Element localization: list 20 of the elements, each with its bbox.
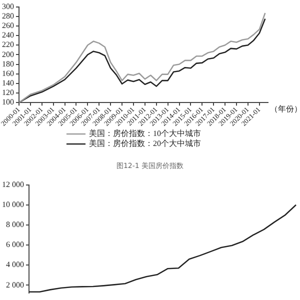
y-tick-label: 10 000 xyxy=(2,200,24,209)
y-tick-label: 220 xyxy=(2,40,14,50)
y-tick-label: 260 xyxy=(2,21,14,30)
y-tick-label: 240 xyxy=(2,30,14,40)
y-tick-label: 300 xyxy=(2,2,14,11)
y-tick-label: 100 xyxy=(2,98,14,107)
y-tick-label: 180 xyxy=(2,59,14,68)
legend-label: 美国：房价指数：10个大中城市 xyxy=(89,129,201,138)
y-tick-label: 160 xyxy=(2,68,14,78)
y-tick-label: 120 xyxy=(2,88,14,98)
y-tick-label: 4 000 xyxy=(6,260,24,270)
x-axis-title: （年份） xyxy=(270,104,300,114)
y-tick-label: 8 000 xyxy=(6,220,24,230)
y-tick-label: 280 xyxy=(2,11,14,20)
y-tick-label: 2 000 xyxy=(6,280,24,290)
y-tick-label: 140 xyxy=(2,78,14,88)
legend-label: 美国：房价指数：20个大中城市 xyxy=(89,139,201,148)
y-tick-label: 6 000 xyxy=(6,240,24,250)
y-tick-label: 12 000 xyxy=(2,180,24,189)
y-tick-label: 200 xyxy=(2,50,14,59)
